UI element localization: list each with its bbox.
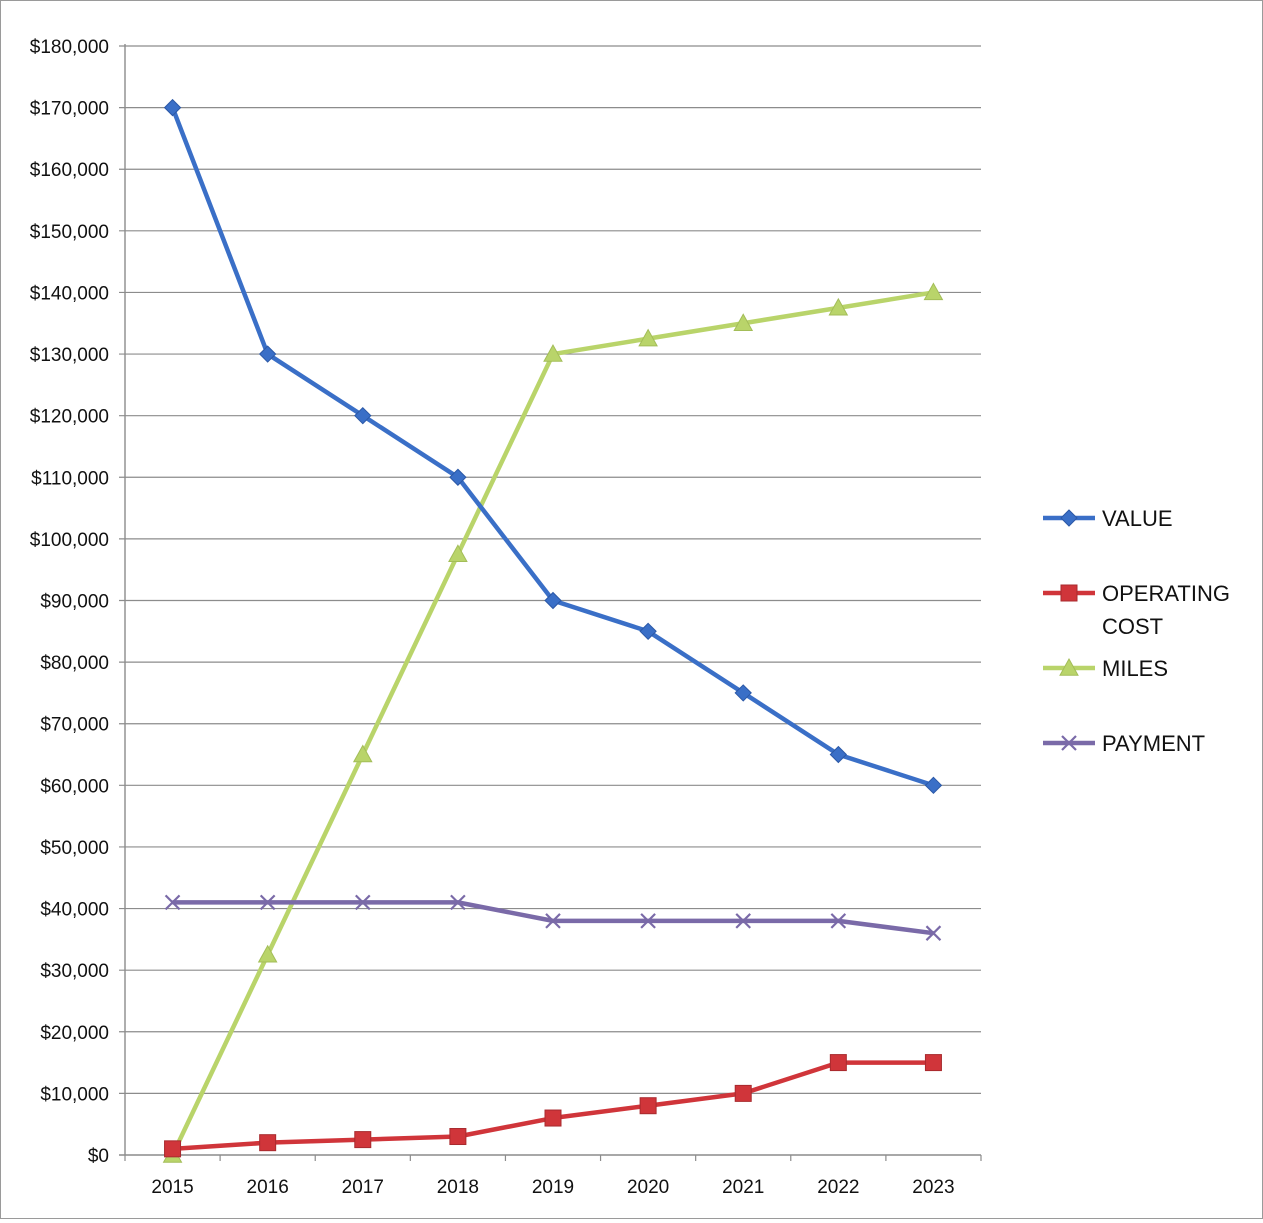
y-tick-label: $90,000 bbox=[40, 592, 109, 613]
data-point-miles bbox=[923, 282, 944, 301]
data-point-value bbox=[544, 591, 562, 610]
x-tick-label: 2019 bbox=[532, 1177, 574, 1198]
legend-swatch-marker bbox=[1061, 735, 1077, 751]
legend-swatch-marker bbox=[1060, 509, 1078, 527]
series-value bbox=[163, 98, 943, 795]
legend-label-line: OPERATING bbox=[1102, 581, 1230, 606]
y-tick-label: $120,000 bbox=[30, 407, 109, 428]
y-tick-label: $0 bbox=[88, 1146, 109, 1167]
data-point-operating-cost bbox=[924, 1054, 942, 1072]
data-point-value bbox=[258, 345, 277, 363]
x-marker-stroke bbox=[450, 894, 466, 911]
legend-label: OPERATING COST bbox=[1102, 581, 1230, 639]
y-tick-label: $10,000 bbox=[40, 1084, 109, 1105]
y-tick-label: $70,000 bbox=[40, 715, 109, 736]
y-tick-label: $110,000 bbox=[31, 468, 109, 489]
y-tick-label: $180,000 bbox=[30, 37, 109, 58]
series-miles bbox=[162, 282, 944, 1163]
x-marker-stroke bbox=[925, 925, 942, 941]
y-tick-label: $160,000 bbox=[30, 160, 109, 181]
x-tick-label: 2017 bbox=[342, 1177, 384, 1198]
legend-swatch-marker bbox=[1060, 584, 1078, 602]
x-marker-stroke bbox=[1061, 735, 1077, 751]
data-point-payment bbox=[830, 913, 847, 929]
series-line-value bbox=[170, 106, 935, 788]
series-payment bbox=[164, 894, 942, 941]
legend-swatch-marker bbox=[1059, 657, 1079, 676]
data-point-payment bbox=[259, 894, 276, 911]
series-line-operating-cost bbox=[172, 1060, 934, 1152]
legend: VALUE OPERATING COST MILES PAYMENT bbox=[1043, 506, 1230, 756]
legend-item-payment: PAYMENT bbox=[1043, 731, 1205, 756]
data-point-operating-cost bbox=[259, 1134, 277, 1152]
legend-label: MILES bbox=[1102, 656, 1168, 681]
data-point-value bbox=[639, 622, 657, 641]
data-point-value bbox=[354, 406, 372, 425]
x-marker-stroke bbox=[354, 894, 371, 911]
data-point-operating-cost bbox=[639, 1097, 657, 1115]
x-tick-label: 2016 bbox=[247, 1177, 289, 1198]
data-point-miles bbox=[638, 328, 658, 347]
x-marker-stroke bbox=[735, 913, 752, 929]
data-point-operating-cost bbox=[544, 1109, 562, 1127]
data-point-miles bbox=[543, 344, 563, 362]
data-point-miles bbox=[828, 297, 849, 316]
series-layer bbox=[162, 98, 944, 1163]
x-marker-stroke bbox=[830, 913, 847, 929]
x-tick-label: 2018 bbox=[437, 1177, 479, 1198]
data-point-payment bbox=[925, 925, 942, 941]
x-marker-stroke bbox=[545, 913, 561, 929]
data-point-miles bbox=[733, 313, 754, 331]
y-tick-label: $80,000 bbox=[40, 653, 109, 674]
legend-label-line: COST bbox=[1102, 614, 1163, 639]
grid-layer bbox=[119, 45, 981, 1094]
data-point-miles bbox=[352, 744, 373, 763]
y-tick-label: $30,000 bbox=[40, 961, 109, 982]
data-point-payment bbox=[545, 913, 561, 929]
x-marker-stroke bbox=[640, 913, 656, 929]
data-point-payment bbox=[640, 913, 656, 929]
data-point-operating-cost bbox=[164, 1140, 182, 1158]
data-point-value bbox=[734, 684, 752, 702]
y-tick-label: $130,000 bbox=[30, 345, 109, 366]
y-tick-label: $50,000 bbox=[40, 838, 109, 859]
y-tick-label: $150,000 bbox=[30, 222, 109, 243]
data-point-value bbox=[829, 745, 848, 764]
x-tick-label: 2020 bbox=[627, 1177, 669, 1198]
legend-item-operating-cost: OPERATING COST bbox=[1043, 581, 1230, 639]
x-marker-stroke bbox=[259, 894, 276, 911]
data-point-value bbox=[449, 468, 467, 486]
data-point-operating-cost bbox=[449, 1128, 467, 1146]
data-point-payment bbox=[164, 894, 181, 911]
legend-label: VALUE bbox=[1102, 506, 1173, 531]
legend-item-miles: MILES bbox=[1043, 656, 1168, 681]
x-tick-label: 2023 bbox=[912, 1177, 954, 1198]
legend-item-value: VALUE bbox=[1043, 506, 1173, 531]
data-point-value bbox=[924, 776, 943, 795]
y-tick-label: $100,000 bbox=[30, 530, 109, 551]
y-tick-label: $20,000 bbox=[40, 1023, 109, 1044]
x-tick-label: 2021 bbox=[722, 1177, 764, 1198]
data-point-operating-cost bbox=[829, 1054, 847, 1072]
data-point-payment bbox=[450, 894, 466, 911]
data-point-miles bbox=[448, 544, 468, 562]
data-point-payment bbox=[735, 913, 752, 929]
data-point-miles bbox=[257, 944, 278, 963]
axis-layer: $0 $10,000 $20,000 $30,000 $40,000 $50,000 $60… bbox=[30, 37, 982, 1198]
y-tick-label: $60,000 bbox=[40, 776, 109, 797]
series-operating-cost bbox=[164, 1054, 942, 1158]
x-marker-stroke bbox=[164, 894, 181, 911]
x-tick-label: 2015 bbox=[151, 1177, 193, 1198]
y-tick-label: $140,000 bbox=[30, 283, 109, 304]
data-point-value bbox=[163, 98, 182, 117]
data-point-payment bbox=[354, 894, 371, 911]
data-point-operating-cost bbox=[734, 1084, 752, 1102]
legend-label: PAYMENT bbox=[1102, 731, 1205, 756]
data-point-operating-cost bbox=[354, 1131, 372, 1149]
y-tick-label: $40,000 bbox=[40, 900, 109, 921]
x-tick-label: 2022 bbox=[817, 1177, 859, 1198]
y-tick-label: $170,000 bbox=[30, 99, 109, 120]
